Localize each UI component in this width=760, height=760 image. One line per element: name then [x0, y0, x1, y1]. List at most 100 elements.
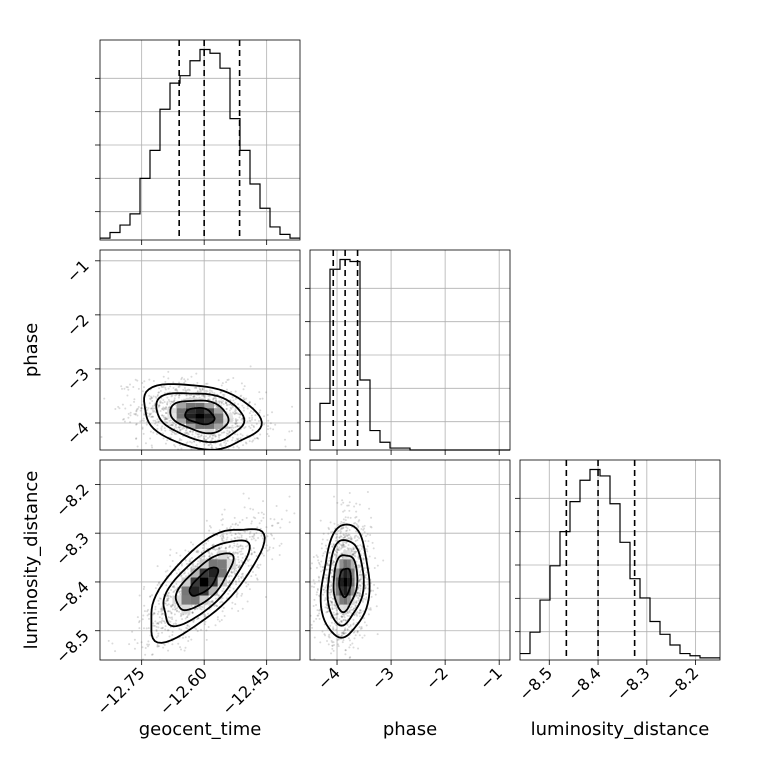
sample-point — [248, 412, 251, 415]
sample-point — [202, 437, 205, 440]
sample-point — [348, 529, 351, 532]
sample-point — [244, 562, 247, 565]
sample-point — [356, 592, 359, 595]
sample-point — [290, 430, 293, 433]
sample-point — [159, 400, 162, 403]
sample-point — [254, 414, 257, 417]
sample-point — [347, 637, 350, 640]
sample-point — [376, 564, 379, 567]
sample-point — [183, 386, 186, 389]
sample-point — [328, 528, 331, 531]
sample-point — [335, 612, 338, 615]
sample-point — [171, 424, 174, 427]
sample-point — [352, 553, 355, 556]
sample-point — [359, 615, 362, 618]
sample-point — [264, 547, 267, 550]
sample-point — [186, 562, 189, 565]
sample-point — [191, 611, 194, 614]
sample-point — [236, 419, 239, 422]
sample-point — [179, 604, 182, 607]
sample-point — [285, 509, 288, 512]
sample-point — [312, 556, 315, 559]
sample-point — [233, 410, 236, 413]
sample-point — [214, 399, 217, 402]
density-cell — [217, 559, 227, 569]
sample-point — [250, 522, 253, 525]
sample-point — [356, 630, 359, 633]
sample-point — [335, 556, 338, 559]
sample-point — [167, 616, 170, 619]
sample-point — [161, 626, 164, 629]
sample-point — [355, 530, 358, 533]
sample-point — [179, 646, 182, 649]
sample-point — [326, 539, 329, 542]
sample-point — [152, 624, 155, 627]
x-tick-label: −12.60 — [156, 663, 211, 718]
sample-point — [240, 559, 243, 562]
sample-point — [293, 512, 296, 515]
sample-point — [342, 631, 345, 634]
sample-point — [163, 407, 166, 410]
sample-point — [284, 445, 287, 448]
sample-point — [196, 565, 199, 568]
sample-point — [229, 545, 232, 548]
sample-point — [241, 552, 244, 555]
density-cell — [195, 423, 205, 429]
sample-point — [206, 452, 208, 454]
sample-point — [179, 554, 182, 557]
sample-point — [164, 380, 167, 383]
sample-point — [358, 573, 361, 576]
sample-point — [154, 395, 157, 398]
sample-point — [230, 571, 233, 574]
sample-point — [161, 401, 164, 404]
sample-point — [229, 426, 232, 429]
sample-point — [344, 519, 347, 522]
sample-point — [256, 577, 259, 580]
sample-point — [359, 584, 362, 587]
sample-point — [205, 542, 208, 545]
sample-point — [175, 619, 178, 622]
sample-point — [143, 604, 146, 607]
sample-point — [195, 628, 198, 631]
sample-point — [243, 452, 245, 454]
sample-point — [351, 642, 354, 645]
sample-point — [220, 600, 223, 603]
sample-point — [196, 618, 199, 621]
sample-point — [231, 436, 234, 439]
marginal-phase — [305, 249, 511, 451]
sample-point — [220, 384, 223, 387]
sample-point — [178, 394, 181, 397]
sample-point — [170, 424, 173, 427]
sample-point — [147, 627, 150, 630]
sample-point — [219, 535, 222, 538]
sample-point — [204, 620, 207, 623]
sample-point — [221, 589, 224, 592]
sample-point — [173, 400, 176, 403]
sample-point — [331, 606, 334, 609]
sample-point — [167, 377, 170, 380]
sample-point — [357, 564, 360, 567]
sample-point — [242, 547, 245, 550]
sample-point — [361, 545, 364, 548]
sample-point — [331, 562, 334, 565]
x-tick-label: −4 — [314, 663, 344, 693]
sample-point — [222, 606, 225, 609]
sample-point — [321, 630, 324, 633]
sample-point — [107, 639, 110, 642]
density-cell — [335, 586, 340, 596]
sample-point — [208, 554, 211, 557]
sample-point — [238, 561, 241, 564]
density-cell — [350, 568, 355, 578]
density-cell — [176, 418, 186, 424]
sample-point — [342, 522, 345, 525]
sample-point — [153, 410, 156, 413]
sample-point — [262, 516, 265, 519]
sample-point — [215, 401, 218, 404]
sample-point — [216, 616, 219, 619]
sample-point — [148, 617, 151, 620]
sample-point — [169, 419, 172, 422]
sample-point — [161, 425, 164, 428]
sample-point — [325, 584, 328, 587]
sample-point — [171, 585, 174, 588]
sample-point — [235, 522, 238, 525]
